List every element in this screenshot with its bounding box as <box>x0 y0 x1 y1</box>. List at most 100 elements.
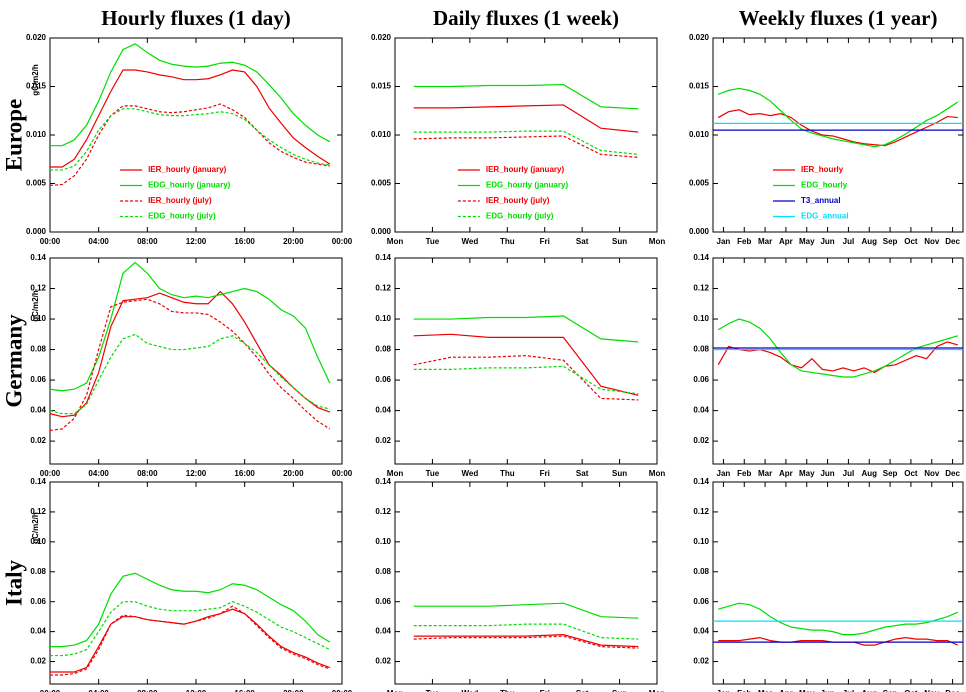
x-tick-label: 16:00 <box>234 469 255 478</box>
plot-frame <box>712 257 964 465</box>
legend-label: EDG_hourly <box>801 181 848 190</box>
y-tick-label: 0.12 <box>30 507 46 516</box>
y-tick-label: 0.12 <box>375 507 391 516</box>
series-line <box>413 635 639 649</box>
y-tick-label: 0.12 <box>375 284 391 293</box>
x-tick-label: Apr <box>779 469 793 478</box>
x-tick-label: 20:00 <box>283 689 304 692</box>
y-tick-label: 0.04 <box>30 406 46 415</box>
x-tick-label: Fri <box>540 469 550 478</box>
legend-label: EDG_hourly (january) <box>486 181 569 190</box>
series-line <box>413 623 639 640</box>
x-tick-label: Sat <box>576 469 589 478</box>
x-tick-label: Jan <box>717 237 731 246</box>
x-tick-label: Jun <box>820 689 834 692</box>
x-tick-label: 08:00 <box>137 237 158 246</box>
series-line <box>413 365 639 395</box>
y-tick-label: 0.005 <box>371 179 392 188</box>
y-tick-label: 0.02 <box>375 436 391 445</box>
y-tick-label: 0.04 <box>693 406 709 415</box>
x-tick-label: 00:00 <box>332 237 353 246</box>
y-tick-label: 0.02 <box>693 436 709 445</box>
x-tick-label: 12:00 <box>186 237 207 246</box>
y-tick-label: 0.015 <box>371 82 392 91</box>
x-tick-label: Wed <box>461 689 478 692</box>
x-tick-label: Dec <box>945 689 960 692</box>
x-tick-label: Jun <box>820 237 834 246</box>
y-tick-label: 0.10 <box>693 537 709 546</box>
x-tick-label: Sat <box>576 237 589 246</box>
legend-label: IER_hourly (july) <box>486 196 550 205</box>
x-tick-label: Sun <box>612 689 627 692</box>
x-tick-label: Wed <box>461 469 478 478</box>
series-line <box>50 605 331 676</box>
x-tick-label: Fri <box>540 689 550 692</box>
series-line <box>413 355 639 401</box>
x-tick-label: 00:00 <box>332 689 353 692</box>
y-tick-label: 0.14 <box>693 253 709 262</box>
series-line <box>49 290 331 418</box>
x-tick-label: 00:00 <box>40 689 61 692</box>
series-line <box>717 109 958 147</box>
x-tick-label: Mon <box>649 689 666 692</box>
y-tick-label: 0.005 <box>26 179 47 188</box>
y-tick-label: 0.020 <box>689 33 710 42</box>
x-tick-label: Jul <box>843 237 855 246</box>
x-tick-label: Mar <box>758 237 772 246</box>
y-tick-label: 0.08 <box>693 345 709 354</box>
y-axis-label: gC/m2/h <box>31 512 40 544</box>
x-tick-label: Mon <box>649 237 666 246</box>
legend-label: EDG_hourly (july) <box>148 212 216 221</box>
legend-label: T3_annual <box>801 196 841 205</box>
y-tick-label: 0.010 <box>371 130 392 139</box>
series-line <box>718 636 959 646</box>
series-line <box>50 572 331 648</box>
row-label: Italy <box>1 560 26 607</box>
x-tick-label: Sep <box>883 469 898 478</box>
series-line <box>413 135 639 158</box>
column-title: Hourly fluxes (1 day) <box>101 6 291 30</box>
x-tick-label: 00:00 <box>40 469 61 478</box>
y-tick-label: 0.000 <box>371 227 392 236</box>
x-tick-label: Mon <box>387 237 404 246</box>
x-tick-label: Dec <box>945 237 960 246</box>
y-tick-label: 0.14 <box>30 253 46 262</box>
x-tick-label: 20:00 <box>283 237 304 246</box>
series-line <box>718 87 959 148</box>
y-tick-label: 0.06 <box>693 375 709 384</box>
x-tick-label: 12:00 <box>186 689 207 692</box>
y-tick-label: 0.08 <box>30 345 46 354</box>
x-tick-label: Mar <box>758 469 772 478</box>
x-tick-label: Oct <box>904 689 918 692</box>
x-tick-label: Nov <box>924 237 940 246</box>
x-tick-label: Wed <box>461 237 478 246</box>
x-tick-label: Oct <box>904 237 918 246</box>
x-tick-label: Feb <box>737 469 751 478</box>
series-line <box>413 634 639 648</box>
x-tick-label: May <box>799 237 815 246</box>
x-tick-label: Sun <box>612 237 627 246</box>
y-tick-label: 0.06 <box>693 597 709 606</box>
x-tick-label: 16:00 <box>234 237 255 246</box>
series-line <box>413 333 639 396</box>
series-line <box>413 602 639 619</box>
x-tick-label: Aug <box>861 689 877 692</box>
y-tick-label: 0.10 <box>693 314 709 323</box>
x-tick-label: Thu <box>500 469 515 478</box>
y-tick-label: 0.000 <box>26 227 47 236</box>
x-tick-label: Mon <box>649 469 666 478</box>
x-tick-label: Mar <box>758 689 772 692</box>
series-line <box>718 602 959 636</box>
x-tick-label: Apr <box>779 689 793 692</box>
y-tick-label: 0.10 <box>30 537 46 546</box>
x-tick-label: 04:00 <box>88 237 109 246</box>
x-tick-label: Sep <box>883 237 898 246</box>
x-tick-label: Tue <box>426 237 440 246</box>
x-tick-label: Jul <box>843 689 855 692</box>
y-tick-label: 0.015 <box>689 82 710 91</box>
series-line <box>50 69 331 168</box>
y-tick-label: 0.04 <box>375 406 391 415</box>
x-tick-label: Sep <box>883 689 898 692</box>
y-tick-label: 0.10 <box>375 537 391 546</box>
y-tick-label: 0.14 <box>375 477 391 486</box>
